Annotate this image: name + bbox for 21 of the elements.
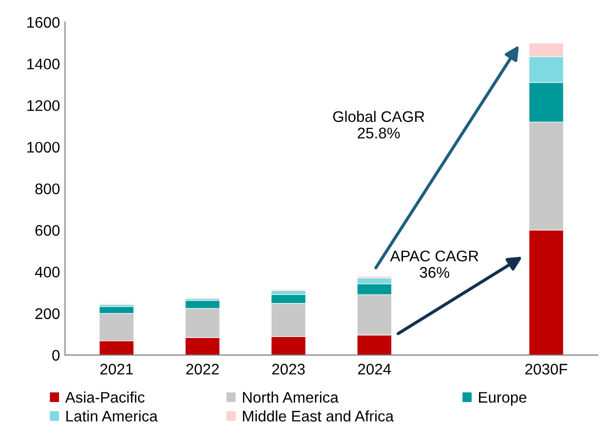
x-tick-label: 2023 <box>272 364 305 375</box>
y-tick-label: 800 <box>35 183 60 194</box>
y-tick-label: 1600 <box>27 17 60 28</box>
legend-label: Europe <box>479 392 526 406</box>
legend-label: Latin America <box>66 410 158 422</box>
y-tick-label: 400 <box>35 266 60 278</box>
x-tick-label: 2024 <box>358 364 391 375</box>
x-tick-label: 2021 <box>100 364 133 375</box>
annotation: APAC CAGR 36% <box>390 250 478 278</box>
y-tick-label: 1400 <box>27 58 60 70</box>
y-tick-label: 200 <box>35 308 60 320</box>
x-tick-label: 2022 <box>186 364 219 375</box>
y-tick-label: 1000 <box>27 142 60 153</box>
x-tick-label: 2030F <box>525 364 568 375</box>
y-tick-label: 1200 <box>27 100 60 112</box>
legend-label: Asia-Pacific <box>65 392 145 403</box>
legend-label: North America <box>242 392 339 403</box>
y-tick-label: 600 <box>35 225 60 236</box>
annotation: Global CAGR 25.8% <box>333 110 424 138</box>
legend-label: Middle East and Africa <box>242 410 394 422</box>
y-tick-label: 0 <box>52 350 60 361</box>
